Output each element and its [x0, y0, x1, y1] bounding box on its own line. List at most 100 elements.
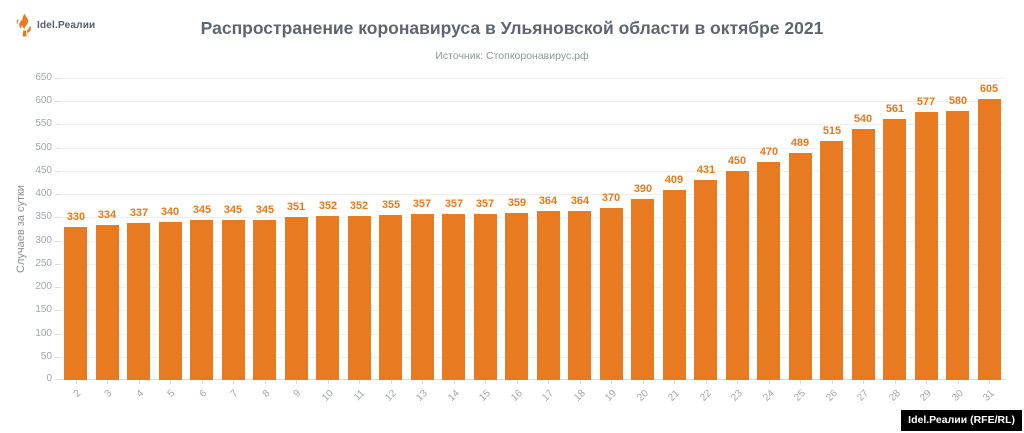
- x-axis-tick-label: 7: [229, 388, 241, 400]
- x-axis-tick-label: 29: [918, 388, 934, 404]
- y-axis-tick: [55, 310, 60, 311]
- y-axis-tick: [55, 217, 60, 218]
- x-axis-tick-label: 19: [603, 388, 619, 404]
- x-axis-tick: [611, 380, 612, 384]
- x-axis-tick-label: 22: [698, 388, 714, 404]
- x-axis-tick: [359, 380, 360, 384]
- y-gridline: [60, 171, 1005, 172]
- bar-day-14[interactable]: [442, 214, 465, 380]
- y-axis-tick-label: 650: [35, 72, 52, 83]
- bar-value-label: 345: [255, 204, 275, 216]
- bar-value-label: 370: [601, 192, 621, 204]
- bar-value-label: 605: [979, 83, 999, 95]
- x-axis-tick-label: 23: [729, 388, 745, 404]
- bar-value-label: 351: [286, 201, 306, 213]
- bar-day-8[interactable]: [253, 220, 276, 380]
- bar-day-4[interactable]: [127, 223, 150, 380]
- bar-day-18[interactable]: [568, 211, 591, 380]
- bar-day-9[interactable]: [285, 217, 308, 380]
- x-axis-tick: [139, 380, 140, 384]
- x-axis-tick: [800, 380, 801, 384]
- bar-value-label: 352: [318, 200, 338, 212]
- bar-day-29[interactable]: [915, 112, 938, 380]
- x-axis-tick: [170, 380, 171, 384]
- x-axis-tick-label: 6: [198, 388, 210, 400]
- bar-value-label: 330: [66, 211, 86, 223]
- y-axis-tick: [55, 78, 60, 79]
- bar-day-20[interactable]: [631, 199, 654, 380]
- bar-value-label: 359: [507, 197, 527, 209]
- chart-title: Распространение коронавируса в Ульяновск…: [200, 18, 824, 38]
- bar-day-17[interactable]: [537, 211, 560, 380]
- bar-value-label: 515: [822, 125, 842, 137]
- bar-value-label: 561: [885, 103, 905, 115]
- y-axis-tick: [55, 379, 60, 380]
- bar-day-16[interactable]: [505, 213, 528, 380]
- y-axis-tick-label: 550: [35, 118, 52, 129]
- bar-value-label: 337: [129, 207, 149, 219]
- bar-day-26[interactable]: [820, 141, 843, 380]
- bar-value-label: 580: [948, 95, 968, 107]
- bar-day-21[interactable]: [663, 190, 686, 380]
- bar-day-23[interactable]: [726, 171, 749, 380]
- x-axis-tick: [832, 380, 833, 384]
- bar-day-10[interactable]: [316, 216, 339, 380]
- bar-value-label: 357: [412, 198, 432, 210]
- x-axis-tick-label: 27: [855, 388, 871, 404]
- bar-day-27[interactable]: [852, 129, 875, 380]
- bar-day-15[interactable]: [474, 214, 497, 380]
- bar-day-28[interactable]: [883, 119, 906, 380]
- y-axis-tick-label: 350: [35, 211, 52, 222]
- y-axis-title: Случаев за сутки: [15, 185, 27, 273]
- y-axis-tick-label: 0: [46, 373, 52, 384]
- y-axis-tick: [55, 171, 60, 172]
- x-axis-tick-label: 20: [635, 388, 651, 404]
- bar-day-12[interactable]: [379, 215, 402, 380]
- x-axis-tick-label: 10: [320, 388, 336, 404]
- y-gridline: [60, 78, 1005, 79]
- bar-day-25[interactable]: [789, 153, 812, 380]
- bar-day-11[interactable]: [348, 216, 371, 380]
- y-axis-tick: [55, 334, 60, 335]
- y-gridline: [60, 334, 1005, 335]
- x-axis-tick: [895, 380, 896, 384]
- x-axis-tick-label: 12: [383, 388, 399, 404]
- bar-day-30[interactable]: [946, 111, 969, 380]
- bar-day-22[interactable]: [694, 180, 717, 380]
- y-gridline: [60, 264, 1005, 265]
- bar-value-label: 431: [696, 164, 716, 176]
- y-axis-tick-label: 50: [40, 351, 52, 362]
- y-axis-tick-label: 600: [35, 95, 52, 106]
- chart-subtitle: Источник: Стопкоронавирус.рф: [435, 50, 589, 62]
- x-axis-tick: [674, 380, 675, 384]
- bar-value-label: 364: [538, 195, 558, 207]
- bar-value-label: 334: [97, 209, 117, 221]
- bar-day-24[interactable]: [757, 162, 780, 380]
- bar-value-label: 409: [664, 174, 684, 186]
- bar-day-31[interactable]: [978, 99, 1001, 380]
- x-axis-tick: [958, 380, 959, 384]
- bar-day-13[interactable]: [411, 214, 434, 380]
- x-axis-tick-label: 15: [477, 388, 493, 404]
- bar-value-label: 340: [160, 206, 180, 218]
- bar-value-label: 450: [727, 155, 747, 167]
- x-axis-tick: [485, 380, 486, 384]
- x-axis-tick: [706, 380, 707, 384]
- torch-icon: [16, 13, 31, 37]
- y-axis-tick-label: 400: [35, 188, 52, 199]
- bar-day-7[interactable]: [222, 220, 245, 380]
- x-axis-tick: [422, 380, 423, 384]
- y-axis-tick: [55, 241, 60, 242]
- x-axis-tick: [328, 380, 329, 384]
- bar-day-2[interactable]: [64, 227, 87, 380]
- bar-day-5[interactable]: [159, 222, 182, 380]
- x-axis-tick: [76, 380, 77, 384]
- x-axis-tick: [580, 380, 581, 384]
- x-axis-tick-label: 2: [72, 388, 84, 400]
- y-gridline: [60, 101, 1005, 102]
- bar-day-19[interactable]: [600, 208, 623, 380]
- bar-day-3[interactable]: [96, 225, 119, 380]
- bar-day-6[interactable]: [190, 220, 213, 380]
- x-axis-tick: [296, 380, 297, 384]
- bar-value-label: 540: [853, 113, 873, 125]
